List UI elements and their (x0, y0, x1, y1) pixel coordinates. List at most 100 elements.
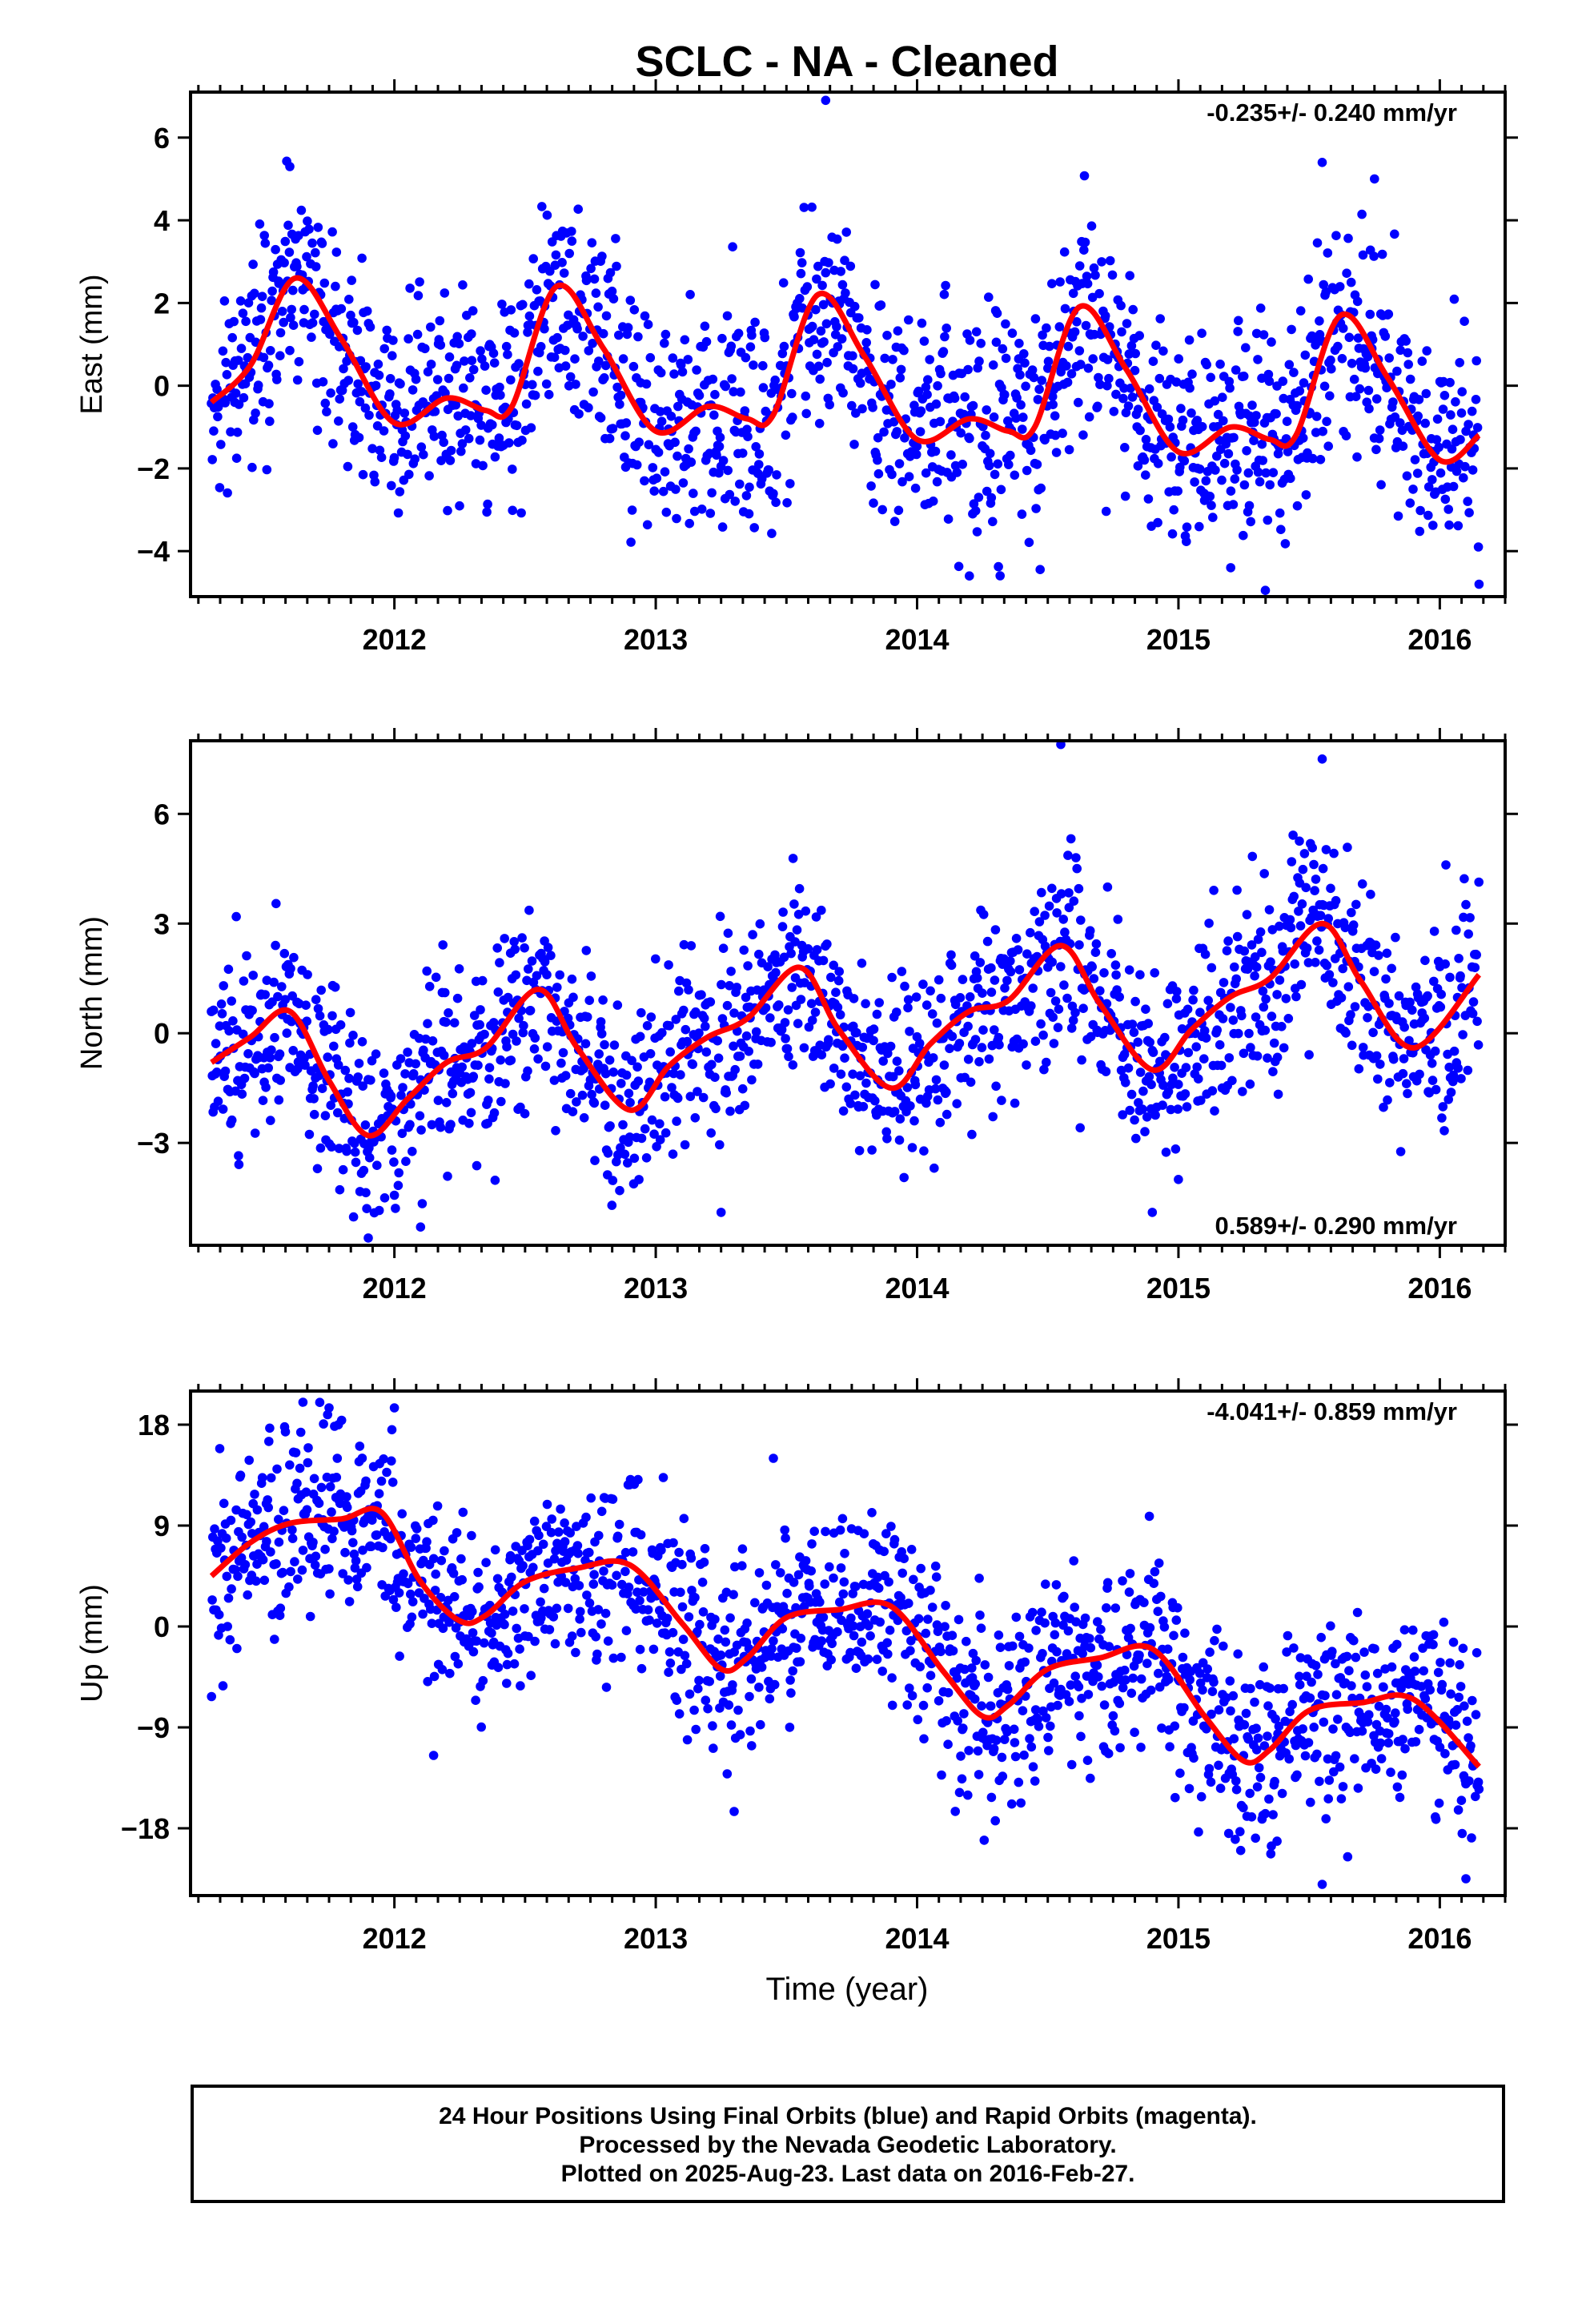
data-point (952, 1673, 962, 1683)
data-point (1277, 1788, 1287, 1799)
data-point (1251, 1723, 1261, 1733)
data-point (530, 1636, 540, 1647)
data-point (1437, 1113, 1447, 1123)
data-point (1170, 1792, 1180, 1803)
data-point (1458, 1643, 1468, 1654)
data-point (889, 517, 900, 526)
data-point (1066, 1759, 1077, 1770)
data-point (264, 1437, 274, 1446)
data-point (577, 1090, 588, 1100)
data-point (1374, 433, 1384, 444)
data-point (721, 1637, 731, 1647)
data-point (289, 952, 299, 963)
data-point (1380, 332, 1391, 341)
data-point (1181, 1063, 1191, 1072)
data-point (234, 400, 244, 409)
data-point (728, 242, 737, 252)
data-point (468, 1628, 478, 1638)
data-point (1202, 360, 1211, 370)
data-point (1020, 1657, 1030, 1667)
data-point (681, 1659, 692, 1669)
data-point (544, 1625, 555, 1634)
data-point (1429, 927, 1439, 936)
data-point (1129, 1027, 1139, 1037)
data-point (1096, 1624, 1106, 1634)
data-point (478, 460, 488, 471)
data-point (1121, 1078, 1130, 1088)
data-point (560, 1518, 569, 1528)
data-point (934, 975, 944, 985)
data-point (287, 1534, 298, 1543)
data-point (985, 448, 995, 459)
data-point (1369, 967, 1379, 976)
data-point (950, 393, 960, 404)
data-point (613, 1150, 623, 1160)
data-point (782, 498, 792, 508)
data-point (1136, 1743, 1146, 1752)
data-point (621, 1626, 632, 1635)
data-point (805, 1581, 814, 1591)
data-point (761, 1003, 771, 1013)
data-point (464, 1119, 474, 1128)
data-point (423, 367, 433, 377)
data-point (1448, 481, 1459, 492)
data-point (1247, 400, 1257, 410)
data-point (302, 1016, 312, 1026)
data-point (1028, 1762, 1038, 1771)
data-point (1080, 1613, 1090, 1623)
data-point (747, 330, 757, 340)
data-point (496, 1055, 505, 1065)
data-point (533, 1546, 543, 1556)
data-point (349, 317, 359, 328)
data-point (801, 1556, 811, 1566)
data-point (1158, 1080, 1168, 1090)
data-point (1260, 585, 1271, 595)
data-point (936, 993, 946, 1003)
data-point (593, 302, 603, 312)
data-point (952, 468, 962, 477)
data-point (754, 460, 764, 469)
data-point (1311, 875, 1321, 884)
data-point (386, 1091, 396, 1101)
data-point (1086, 221, 1097, 231)
data-point (1018, 412, 1028, 422)
data-point (756, 1719, 765, 1730)
data-point (251, 408, 260, 418)
data-point (1207, 501, 1216, 510)
data-point (1210, 1106, 1219, 1116)
data-point (1319, 1717, 1329, 1727)
data-point (1175, 1768, 1185, 1778)
data-point (972, 527, 982, 537)
data-point (396, 1054, 406, 1063)
data-point (1405, 498, 1415, 508)
data-point (1276, 525, 1286, 534)
data-point (216, 999, 227, 1009)
data-point (976, 1623, 986, 1633)
data-point (1251, 1012, 1261, 1022)
data-point (1130, 348, 1140, 359)
data-point (484, 1074, 494, 1084)
data-point (684, 1612, 694, 1622)
data-point (977, 1043, 987, 1052)
data-point (1196, 1791, 1207, 1802)
data-point (769, 1679, 780, 1690)
data-point (1144, 1072, 1154, 1082)
data-point (1010, 1098, 1020, 1108)
data-point (644, 1615, 654, 1625)
data-point (319, 1419, 328, 1429)
data-point (1360, 363, 1371, 373)
data-point (857, 959, 867, 968)
data-point (571, 380, 580, 389)
data-point (392, 405, 403, 416)
data-point (223, 488, 232, 498)
data-point (292, 1478, 302, 1489)
data-point (594, 356, 604, 366)
data-point (508, 1606, 518, 1616)
data-point (1155, 314, 1165, 324)
data-point (475, 435, 485, 445)
data-point (795, 247, 805, 258)
outlier-point (1317, 158, 1327, 167)
data-point (1284, 360, 1295, 370)
data-point (238, 1029, 248, 1039)
data-point (1320, 1691, 1330, 1701)
